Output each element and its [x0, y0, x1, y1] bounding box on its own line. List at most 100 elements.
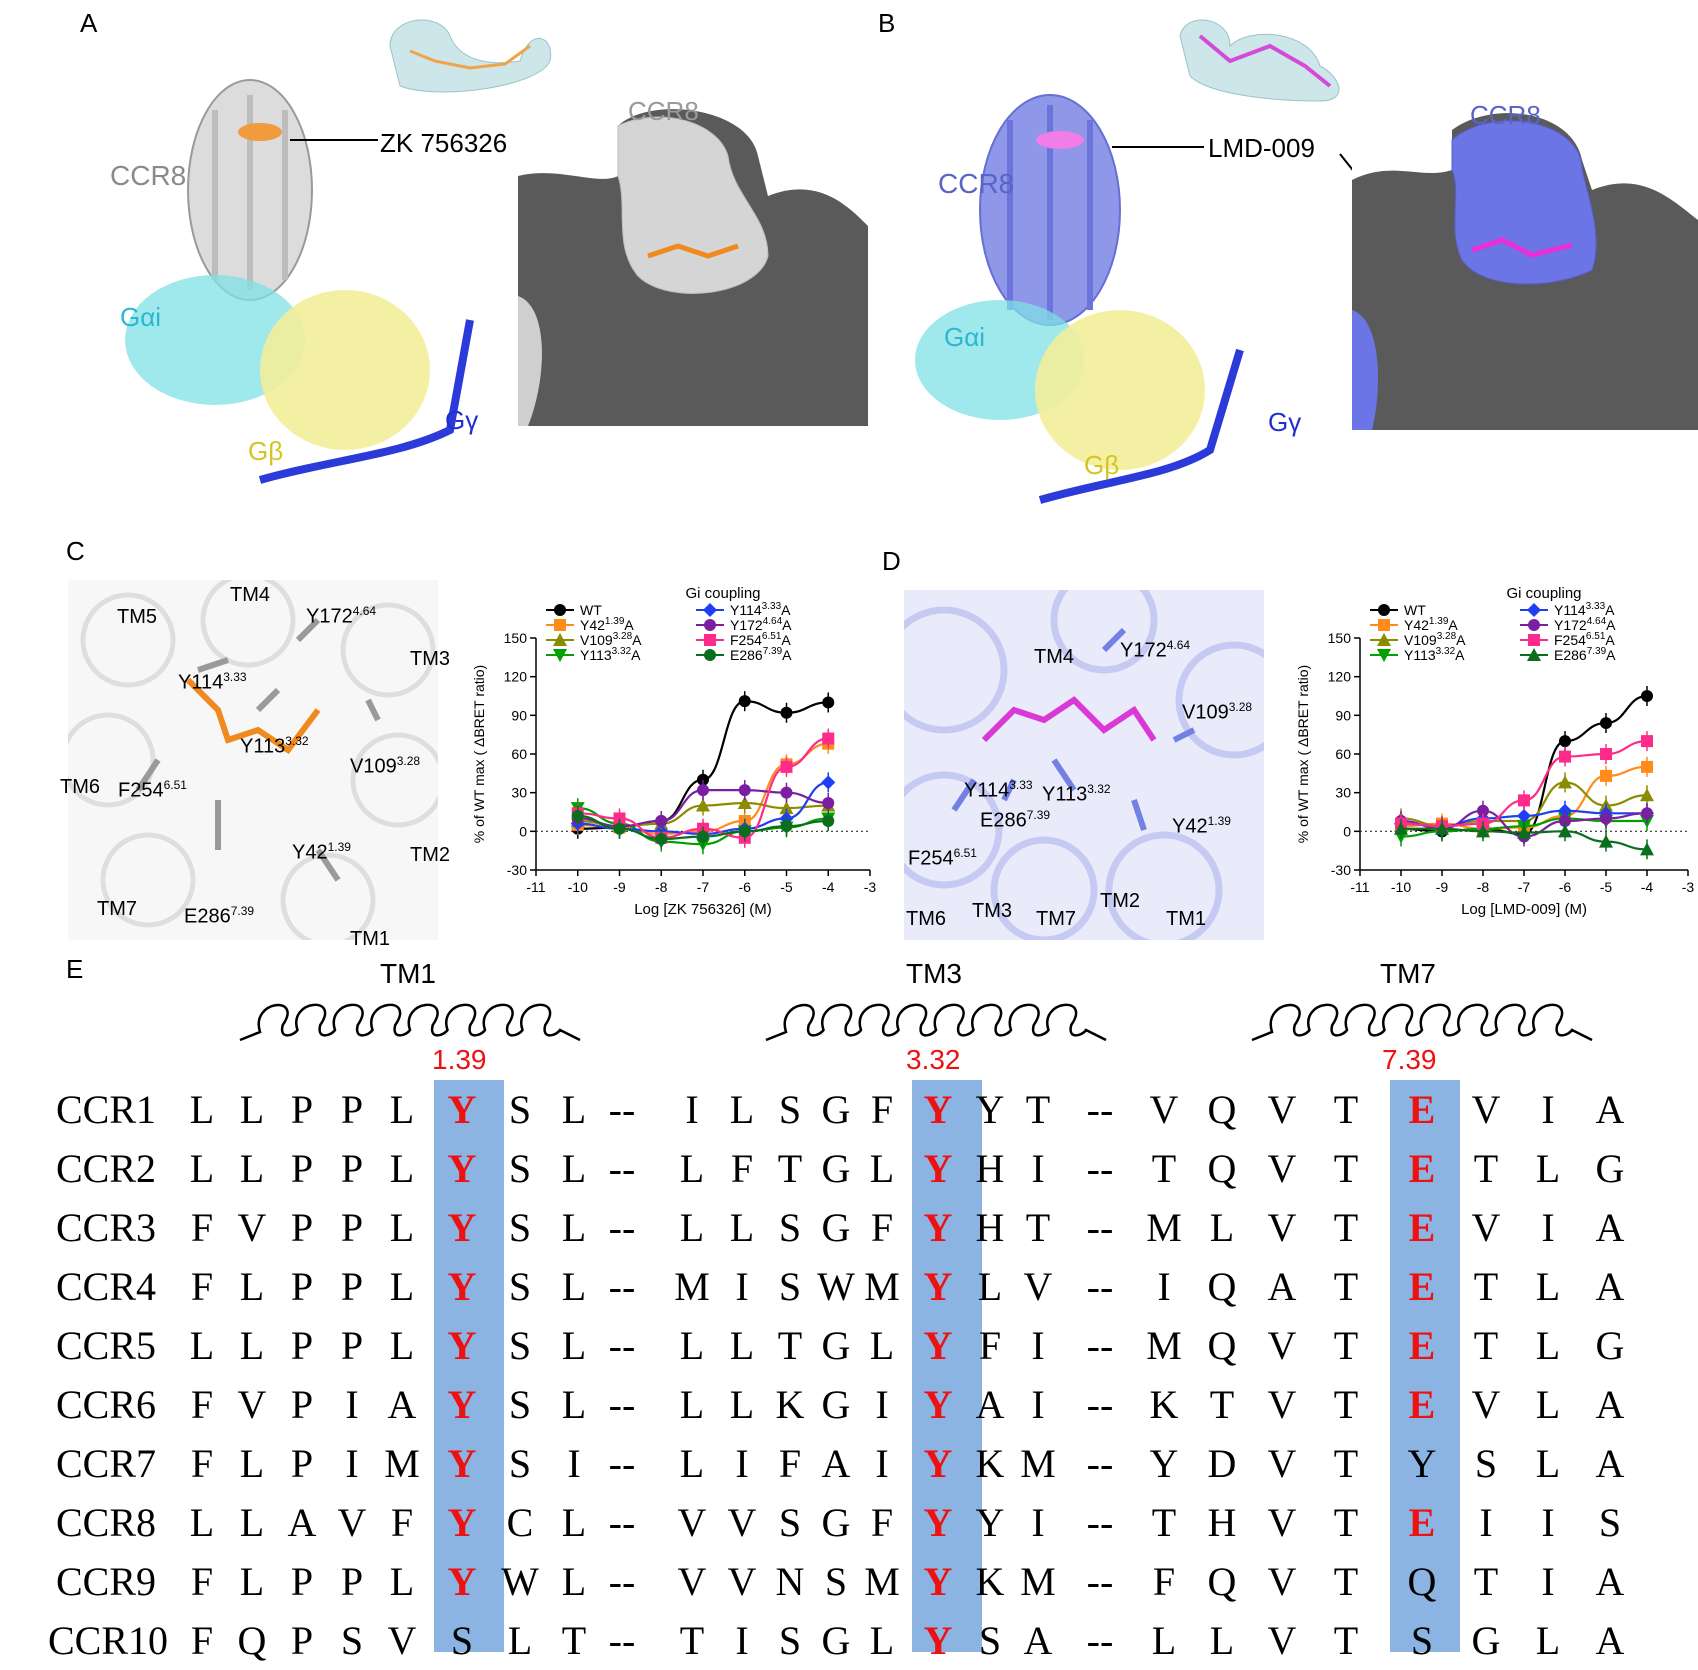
residue: L: [239, 1264, 265, 1309]
legend-label: Y1724.64A: [730, 616, 792, 633]
residue: M: [1146, 1323, 1182, 1368]
legend-series-suffix: A: [1605, 632, 1615, 648]
residue: L: [679, 1323, 705, 1368]
residue: S: [450, 1618, 474, 1663]
residue: G: [821, 1618, 851, 1663]
residue: I: [1031, 1382, 1045, 1427]
legend-label: V1093.28A: [580, 631, 642, 648]
y-tick-label: 90: [511, 707, 527, 723]
residue: V: [237, 1382, 267, 1427]
data-point: [655, 833, 668, 846]
legend-entry: F2546.51A: [1520, 631, 1615, 648]
legend-series-suffix: A: [1605, 602, 1615, 618]
residue: L: [189, 1087, 215, 1132]
legend-entry: Y1133.32A: [1370, 646, 1465, 663]
residue: S: [824, 1559, 848, 1604]
residue: Y: [1149, 1441, 1179, 1486]
residue: I: [685, 1087, 699, 1132]
legend-series-sup: 3.33: [1586, 601, 1606, 612]
residue: Y: [447, 1264, 477, 1309]
data-point: [822, 732, 835, 745]
x-tick-label: -9: [1436, 879, 1449, 895]
legend-entry: Y1133.32A: [546, 646, 641, 663]
helix-title-tm3: TM3: [906, 958, 962, 989]
residue: V: [727, 1500, 757, 1545]
residue-label-e286-d: E2867.39: [980, 808, 1051, 832]
tm7-label-d: TM7: [1036, 908, 1076, 930]
receptor-name: CCR3: [56, 1205, 157, 1250]
residue: Y: [447, 1087, 477, 1132]
legend-label: V1093.28A: [1404, 631, 1466, 648]
residue: P: [340, 1146, 364, 1191]
residue: Y: [923, 1323, 953, 1368]
data-point: [738, 825, 751, 838]
tm2-label-c: TM2: [410, 844, 450, 866]
residue: V: [1267, 1441, 1297, 1486]
residue: I: [1479, 1500, 1493, 1545]
residue: Y: [447, 1559, 477, 1604]
residue: T: [777, 1146, 803, 1191]
x-tick-label: -5: [1600, 879, 1613, 895]
residue: S: [1410, 1618, 1434, 1663]
residue: P: [290, 1087, 314, 1132]
residue: F: [730, 1146, 754, 1191]
legend-label: E2867.39A: [1554, 646, 1616, 663]
residue: S: [508, 1382, 532, 1427]
panel-b-pocket-surface: [1352, 100, 1698, 430]
legend-series-name: V109: [580, 632, 613, 648]
legend-series-sup: 6.51: [762, 631, 782, 642]
legend-marker: [704, 634, 716, 646]
data-point: [655, 815, 668, 828]
residue: F: [870, 1205, 894, 1250]
legend-entry: E2867.39A: [1520, 646, 1616, 663]
residue: A: [1595, 1087, 1625, 1132]
data-point: [1600, 748, 1612, 760]
residue: A: [1595, 1382, 1625, 1427]
gap-separator: --: [608, 1205, 636, 1250]
legend-marker: [704, 619, 716, 631]
residue: P: [290, 1441, 314, 1486]
tm5-label-c: TM5: [117, 606, 157, 628]
residue: Q: [1407, 1559, 1437, 1604]
residue: I: [875, 1441, 889, 1486]
legend-series-name: Y172: [1554, 617, 1587, 633]
residue: T: [777, 1323, 803, 1368]
ccr8-label-a: CCR8: [110, 160, 187, 191]
residue: L: [729, 1382, 755, 1427]
gap-separator: --: [1086, 1205, 1114, 1250]
legend-label: Y1133.32A: [1404, 646, 1465, 663]
receptor-name: CCR9: [56, 1559, 157, 1604]
residue: S: [778, 1500, 802, 1545]
residue: Y: [923, 1500, 953, 1545]
residue: E: [1408, 1323, 1436, 1368]
y-tick-label: 0: [519, 823, 527, 839]
residue: V: [1023, 1264, 1053, 1309]
helix-title-tm1: TM1: [380, 958, 436, 989]
residue: M: [1020, 1559, 1056, 1604]
residue: S: [508, 1264, 532, 1309]
data-point: [1435, 821, 1449, 835]
legend-series-name: Y113: [580, 647, 612, 663]
x-tick-label: -10: [1391, 879, 1411, 895]
residue: Q: [1207, 1087, 1237, 1132]
residue: G: [821, 1382, 851, 1427]
tm7-label-c: TM7: [97, 898, 137, 920]
panel-letter-a: A: [80, 8, 98, 38]
residue: P: [290, 1618, 314, 1663]
residue: F: [1152, 1559, 1176, 1604]
residue-label-y42-d: Y421.39: [1172, 814, 1231, 838]
panel-a-pocket-surface: [518, 96, 878, 426]
residue: I: [1031, 1323, 1045, 1368]
legend-series-sup: 3.28: [613, 631, 633, 642]
data-point: [821, 775, 836, 790]
residue: P: [290, 1559, 314, 1604]
x-tick-label: -4: [822, 879, 835, 895]
panel-letter-b: B: [878, 8, 896, 38]
surface-label-a: CCR8: [628, 96, 699, 126]
data-point: [780, 820, 793, 833]
data-point: [697, 773, 709, 786]
residue: V: [1267, 1146, 1297, 1191]
residue: Y: [923, 1559, 953, 1604]
x-tick-label: -7: [1518, 879, 1531, 895]
data-point: [1600, 812, 1612, 825]
